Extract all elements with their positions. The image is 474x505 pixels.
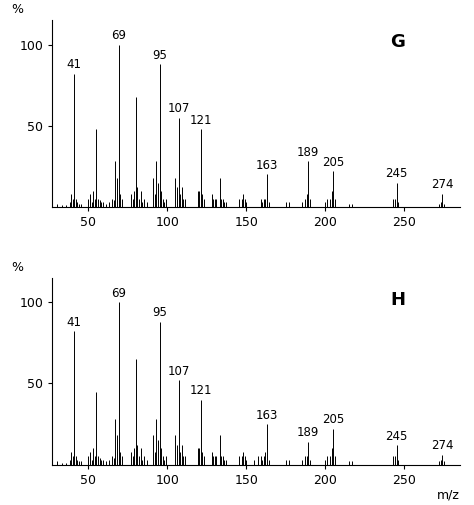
Text: 245: 245 — [385, 167, 408, 180]
Text: 121: 121 — [190, 114, 212, 127]
Text: m/z: m/z — [437, 489, 460, 502]
Text: 95: 95 — [152, 306, 167, 319]
Text: 274: 274 — [431, 439, 454, 452]
Text: 69: 69 — [111, 287, 126, 300]
Text: 107: 107 — [167, 365, 190, 378]
Text: 189: 189 — [297, 426, 319, 439]
Text: 107: 107 — [167, 102, 190, 115]
Text: 41: 41 — [67, 59, 82, 71]
Text: %: % — [11, 261, 24, 274]
Text: G: G — [391, 33, 405, 52]
Text: 205: 205 — [322, 414, 345, 426]
Text: 189: 189 — [297, 146, 319, 159]
Text: 95: 95 — [152, 48, 167, 62]
Text: 163: 163 — [256, 159, 278, 172]
Text: 274: 274 — [431, 178, 454, 191]
Text: %: % — [11, 4, 24, 17]
Text: 121: 121 — [190, 384, 212, 397]
Text: 163: 163 — [256, 409, 278, 422]
Text: H: H — [391, 291, 405, 309]
Text: 205: 205 — [322, 156, 345, 169]
Text: 245: 245 — [385, 430, 408, 443]
Text: 69: 69 — [111, 29, 126, 42]
Text: 41: 41 — [67, 316, 82, 329]
